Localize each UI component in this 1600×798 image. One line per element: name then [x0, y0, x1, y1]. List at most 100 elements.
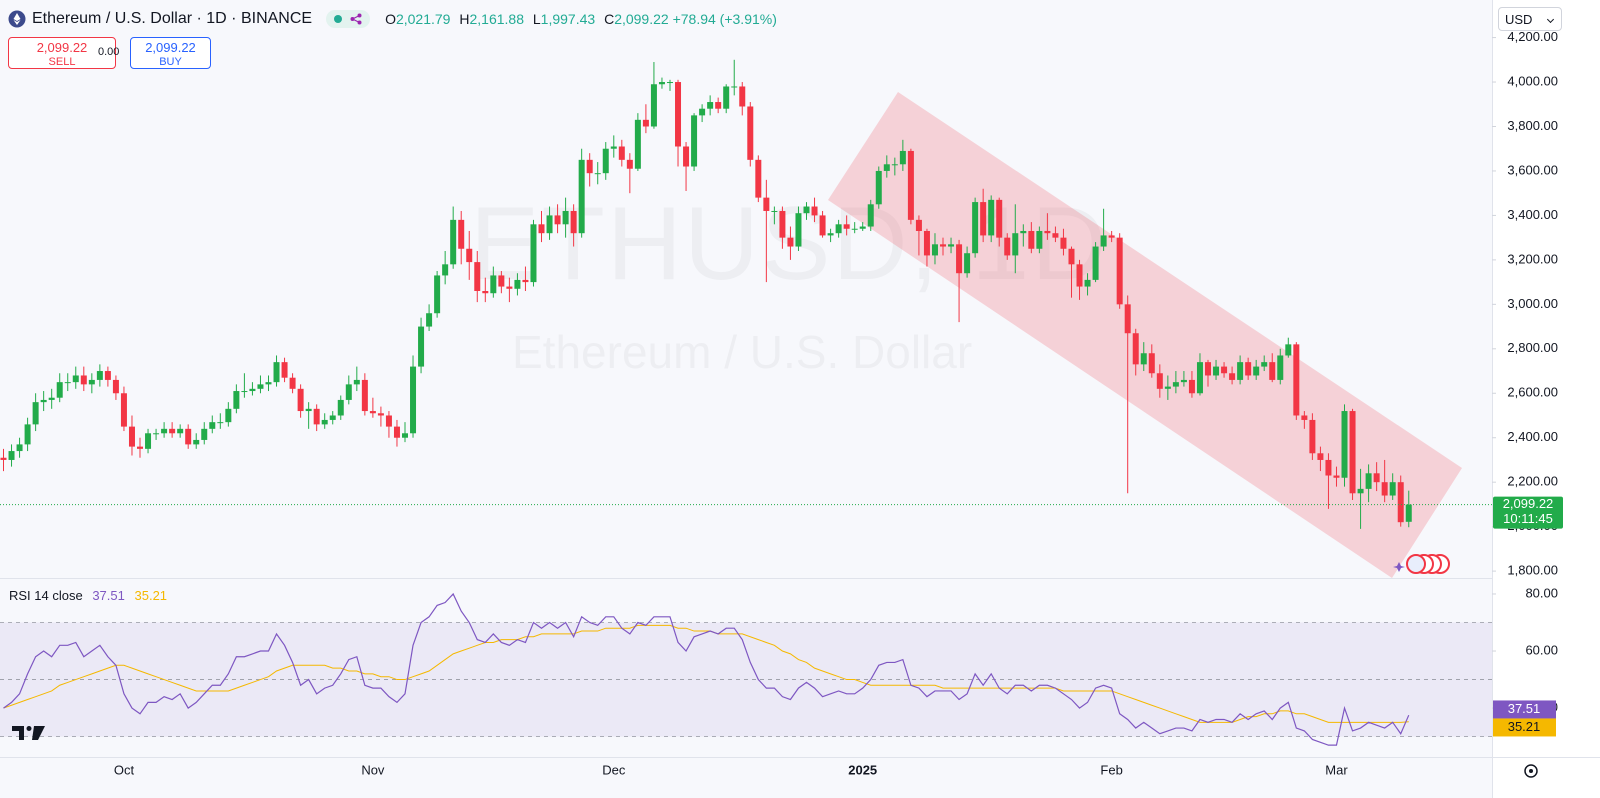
candle-body — [361, 379, 368, 412]
candle-body — [1036, 230, 1043, 249]
sell-button[interactable]: 2,099.22 SELL — [8, 37, 116, 69]
candle-body — [675, 82, 682, 147]
candle-body — [120, 393, 127, 427]
tv-logo — [12, 726, 45, 740]
candle-body — [811, 206, 818, 216]
rsi-value-box — [1493, 700, 1556, 719]
candle-body — [1076, 264, 1083, 287]
candle-body — [506, 286, 513, 289]
rsi-ma-value: 35.21 — [134, 588, 168, 603]
candle-body — [1004, 237, 1011, 256]
candle-body — [1405, 504, 1412, 522]
ohlc-value: 2,099.22 — [614, 11, 669, 27]
settings-icon-dot[interactable] — [1529, 769, 1533, 773]
candle-body — [217, 422, 224, 424]
candle-body — [1309, 419, 1316, 454]
countdown-label: 10:11:45 — [1503, 511, 1553, 526]
event-icon — [1406, 554, 1426, 574]
candle-body — [859, 226, 866, 229]
candle-body — [137, 446, 144, 449]
candle-body — [1341, 411, 1348, 478]
ohlc-value: 2,161.88 — [469, 11, 524, 27]
ohlc-key: H — [459, 11, 470, 27]
candle-body — [305, 408, 312, 412]
candle-body — [1301, 415, 1308, 420]
candle-body — [281, 362, 288, 378]
watermark-name: Ethereum / U.S. Dollar — [512, 325, 972, 379]
sell-price: 2,099.22 — [36, 40, 88, 55]
candle-body — [931, 244, 938, 256]
candle-body — [691, 115, 698, 167]
candle-body — [177, 428, 184, 434]
candle-body — [353, 379, 360, 385]
candle-body — [948, 244, 955, 247]
candle-body — [883, 164, 890, 171]
candle-body — [835, 224, 842, 234]
candle-body — [530, 224, 537, 283]
settings-icon[interactable] — [1524, 764, 1538, 778]
rsi-tick-label: 80.00 — [1525, 585, 1558, 600]
candle-body — [1237, 362, 1244, 380]
candle-body — [482, 291, 489, 294]
candle-body — [233, 391, 240, 409]
x-tick-label: Feb — [1100, 762, 1122, 777]
candle-body — [650, 84, 657, 127]
currency-selector[interactable]: USD — [1498, 7, 1562, 31]
y-tick-label: 1,800.00 — [1507, 563, 1558, 578]
candle-body — [1221, 366, 1228, 374]
settings-button[interactable] — [1524, 764, 1538, 778]
candle-body — [891, 164, 898, 166]
spread: 0.00 — [98, 46, 120, 58]
candle-body — [490, 275, 497, 294]
last-price-label: 2,099.22 — [1503, 496, 1554, 511]
candle-body — [8, 451, 15, 460]
candle-body — [707, 102, 714, 109]
candle-body — [201, 428, 208, 440]
candle-body — [1333, 475, 1340, 478]
ohlc-values: O2,021.79 H2,161.88 L1,997.43 C2,099.22 … — [380, 11, 777, 27]
candle-body — [980, 202, 987, 236]
candle-body — [402, 433, 408, 438]
candle-body — [996, 199, 1003, 238]
candle-body — [747, 106, 754, 160]
candle-body — [1397, 482, 1404, 523]
y-tick-label: 2,600.00 — [1507, 385, 1558, 400]
candle-body — [257, 384, 264, 389]
candle-body — [265, 382, 272, 385]
candle-body — [610, 146, 617, 149]
y-tick-label: 4,000.00 — [1507, 73, 1558, 88]
candle-body — [1317, 453, 1324, 460]
candle-body — [570, 210, 577, 234]
candle-body — [337, 399, 344, 416]
candle-body — [827, 233, 834, 236]
x-tick-label: Nov — [361, 762, 385, 777]
candle-body — [1172, 382, 1179, 387]
candle-body — [410, 366, 417, 434]
icon-eth — [13, 13, 21, 25]
candle-body — [819, 215, 826, 236]
sell-label: SELL — [48, 56, 76, 68]
candle-body — [1124, 304, 1131, 334]
candle-body — [249, 388, 256, 392]
x-tick-label: 2025 — [848, 762, 877, 777]
candle-body — [1213, 366, 1220, 376]
candle-body — [1164, 386, 1171, 389]
candle-body — [546, 215, 553, 234]
symbol-icon — [8, 10, 26, 28]
candle-body — [48, 397, 55, 400]
ohlc-key: L — [532, 11, 541, 27]
candle-body — [867, 204, 874, 227]
candle-body — [1028, 230, 1035, 249]
candle-body — [538, 224, 545, 234]
candle-body — [755, 159, 762, 198]
candle-body — [1044, 230, 1051, 234]
buy-button[interactable]: 2,099.22 BUY — [130, 37, 211, 69]
status-pill[interactable] — [326, 10, 371, 28]
y-tick-label: 3,000.00 — [1507, 296, 1558, 311]
edge — [352, 14, 360, 24]
x-tick-label: Oct — [114, 762, 135, 777]
candle-body — [24, 424, 31, 445]
